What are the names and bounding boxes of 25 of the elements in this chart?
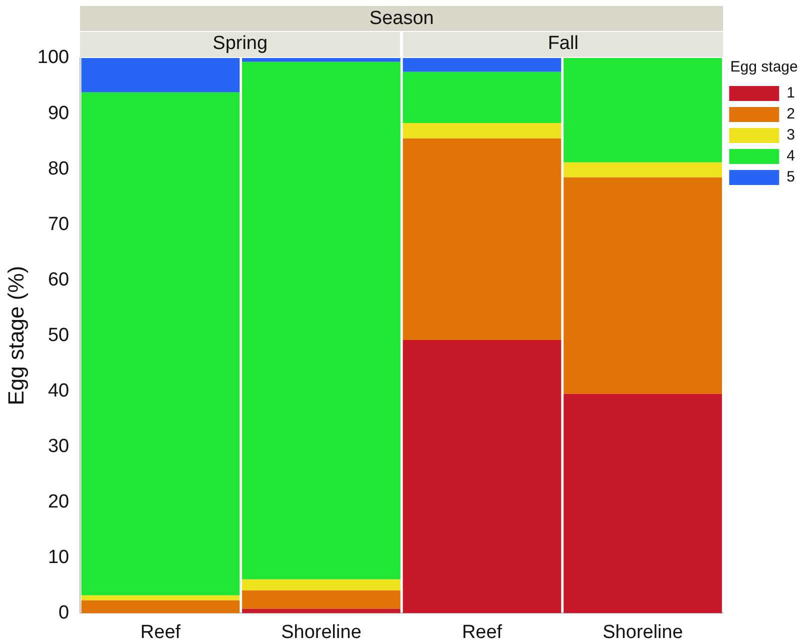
y-tick-label: 100 xyxy=(37,47,70,68)
y-tick-label: 10 xyxy=(48,546,70,568)
y-tick-label: 30 xyxy=(48,436,70,457)
x-tick-label: Shoreline xyxy=(602,622,683,643)
y-tick-label: 0 xyxy=(58,602,70,624)
legend-title: Egg stage xyxy=(730,58,798,76)
legend-label: 2 xyxy=(786,106,795,123)
text: Spring xyxy=(212,32,269,56)
y-tick-label: 80 xyxy=(48,158,70,180)
header-strip: Season xyxy=(80,6,724,31)
text: Fall xyxy=(400,32,724,57)
y-tick-label: 50 xyxy=(48,324,70,346)
x-tick-label: Reef xyxy=(140,622,182,643)
y-tick-label: 60 xyxy=(48,269,70,290)
x-tick-label: Shoreline xyxy=(281,622,362,643)
y-tick-label: 40 xyxy=(48,380,70,402)
y-tick-label: 90 xyxy=(48,102,70,124)
y-tick-label: 70 xyxy=(48,214,70,235)
legend-label: 3 xyxy=(786,126,795,144)
y-axis-title: Egg stage (%) xyxy=(3,266,28,406)
y-tick-label: 20 xyxy=(48,491,70,512)
legend-label: 4 xyxy=(786,148,795,165)
x-tick-label: Reef xyxy=(462,622,503,643)
legend-label: 5 xyxy=(786,168,795,186)
legend-label: 1 xyxy=(786,84,795,102)
